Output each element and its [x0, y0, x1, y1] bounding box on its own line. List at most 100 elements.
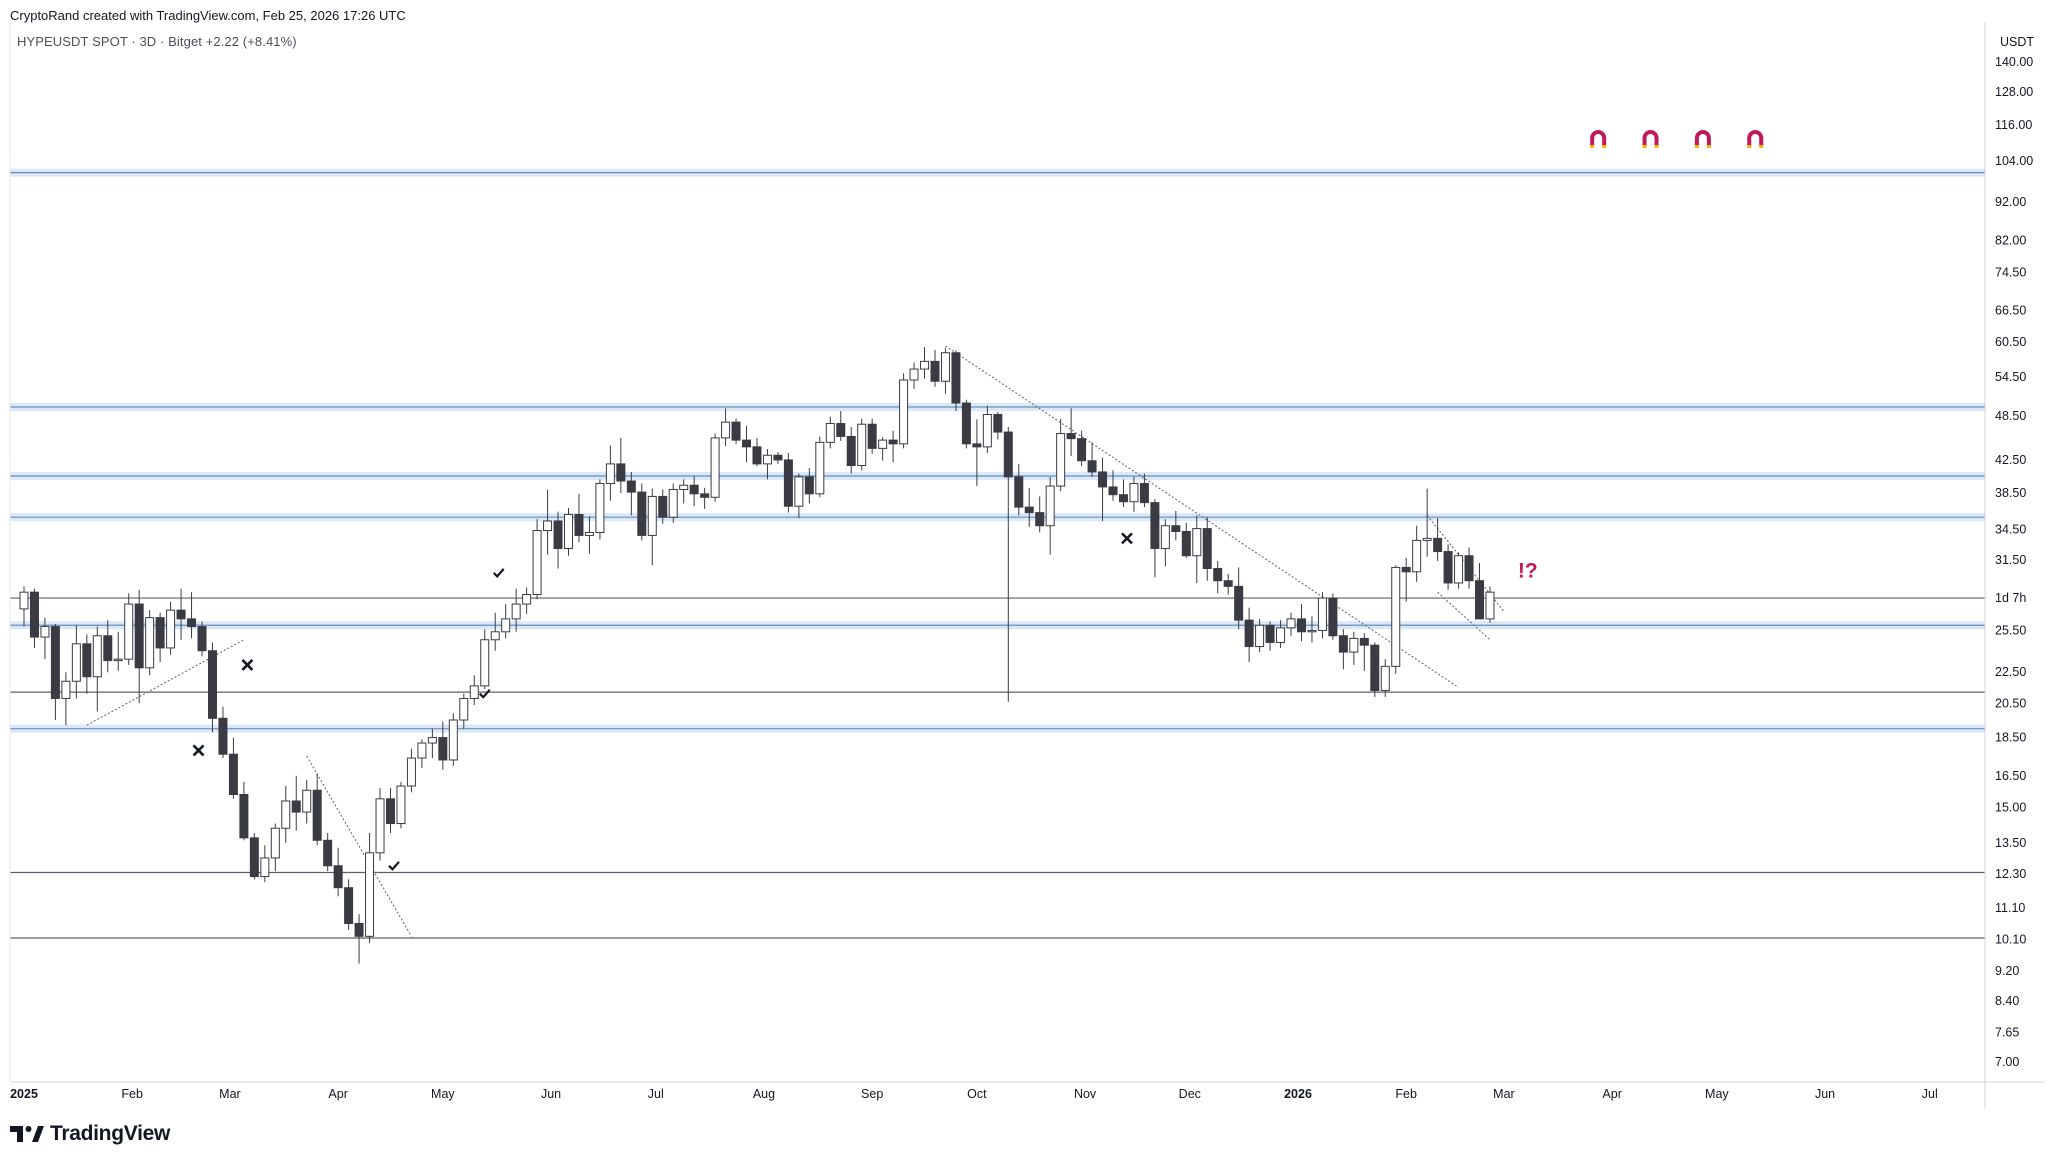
candle-body-bear	[1202, 528, 1212, 570]
candle	[993, 411, 1003, 440]
candle-body-bear	[993, 413, 1003, 433]
tradingview-brand: TradingView	[50, 1122, 171, 1145]
candle-body-bear	[1066, 433, 1076, 440]
candle	[836, 411, 846, 441]
candle-body-bear	[689, 484, 699, 495]
magnet-icon	[1642, 130, 1659, 148]
candle	[1296, 604, 1306, 642]
candle-body-bear	[1244, 619, 1254, 648]
trendlines	[86, 345, 1505, 937]
price-tick-label: 20.50	[1995, 696, 2026, 710]
candle-body-bull	[605, 463, 615, 485]
candle	[564, 508, 574, 556]
candle-body-bear	[1475, 580, 1485, 620]
candle-body-bull	[721, 421, 731, 439]
candle-body-bull	[584, 531, 594, 536]
trendline	[306, 755, 412, 937]
candle	[1412, 525, 1422, 582]
candle-body-bear	[197, 626, 207, 652]
candle	[1066, 408, 1076, 457]
time-tick-label: Apr	[1602, 1087, 1621, 1101]
candle-body-bull	[878, 439, 888, 449]
candle-body-bear	[1035, 512, 1045, 527]
candle-body-bear	[1118, 494, 1128, 503]
candle-body-bull	[375, 798, 385, 854]
time-tick-label: 2025	[10, 1087, 38, 1101]
candle-body-bull	[1192, 528, 1202, 557]
candle-body-bull	[124, 603, 134, 660]
time-tick-label: Mar	[1493, 1087, 1515, 1101]
price-tick-label: 18.50	[1995, 731, 2026, 745]
price-tick-label: 34.50	[1995, 523, 2026, 537]
candle-body-bear	[616, 463, 626, 482]
candle	[1244, 607, 1254, 663]
cross-marker	[241, 658, 254, 671]
candle-body-bear	[1139, 483, 1149, 504]
price-tick-label: 128.00	[1995, 85, 2033, 99]
candle-body-bear	[291, 800, 301, 813]
candle-body-bear	[1265, 624, 1275, 643]
cross-marker	[192, 744, 205, 757]
time-tick-label: Feb	[1395, 1087, 1417, 1101]
candle-body-bull	[302, 789, 312, 813]
candle	[1422, 488, 1432, 557]
candle	[1265, 621, 1275, 651]
trendline	[945, 345, 1459, 688]
candle-body-bull	[260, 857, 270, 878]
candle	[511, 588, 521, 632]
price-tick-label: 116.00	[1995, 118, 2032, 132]
symbol-legend[interactable]: HYPEUSDT SPOT · 3D · Bitget +2.22 (+8.41…	[17, 34, 297, 49]
candle	[584, 516, 594, 554]
time-tick-label: Jun	[541, 1087, 561, 1101]
candle	[354, 914, 364, 964]
candle-body-bear	[1024, 506, 1034, 514]
cross-marker	[1121, 532, 1133, 545]
candle-body-bull	[940, 352, 950, 382]
candle-body-bull	[595, 483, 605, 533]
candle	[302, 779, 312, 824]
candle-body-bear	[1443, 551, 1453, 584]
candle-body-bull	[899, 379, 909, 445]
candle	[773, 452, 783, 464]
candle	[1443, 544, 1453, 590]
candle	[1035, 496, 1045, 533]
candle-body-bear	[1328, 597, 1338, 637]
check-marker	[478, 688, 491, 699]
candle-body-bull	[490, 631, 500, 641]
candle	[1391, 565, 1401, 674]
candle-body-bear	[731, 421, 741, 441]
candle-body-bull	[427, 737, 437, 744]
candle	[762, 449, 772, 480]
candle-body-bull	[647, 495, 657, 536]
candles	[19, 347, 1495, 964]
candle	[103, 620, 113, 673]
candle	[29, 588, 39, 648]
candle-body-bear	[1401, 566, 1411, 573]
candle	[731, 418, 741, 444]
candle-body-bear	[228, 753, 238, 795]
candle	[228, 737, 238, 799]
horizontal-zones	[10, 168, 1985, 733]
tradingview-logo[interactable]: TradingView	[10, 1122, 170, 1146]
candle	[825, 416, 835, 449]
price-tick-label: 54.50	[1995, 370, 2026, 384]
candle	[857, 418, 867, 471]
time-tick-label: Dec	[1179, 1087, 1201, 1101]
candle-body-bear	[888, 439, 898, 445]
candle	[522, 587, 532, 614]
candle-body-bear	[1098, 471, 1108, 488]
candle	[197, 621, 207, 657]
candle	[291, 775, 301, 831]
candle	[82, 634, 92, 694]
price-tick-label: 13.50	[1995, 836, 2026, 850]
candle	[187, 592, 197, 639]
price-tick-label: 8.40	[1995, 994, 2019, 1008]
candle	[1171, 510, 1181, 541]
candle-body-bull	[406, 757, 416, 787]
candle	[1234, 567, 1244, 630]
candle-body-bear	[218, 717, 228, 755]
price-tick-label: 9.20	[1995, 964, 2019, 978]
price-tick-label: 12.30	[1995, 867, 2026, 881]
markers: !?	[192, 130, 1764, 871]
